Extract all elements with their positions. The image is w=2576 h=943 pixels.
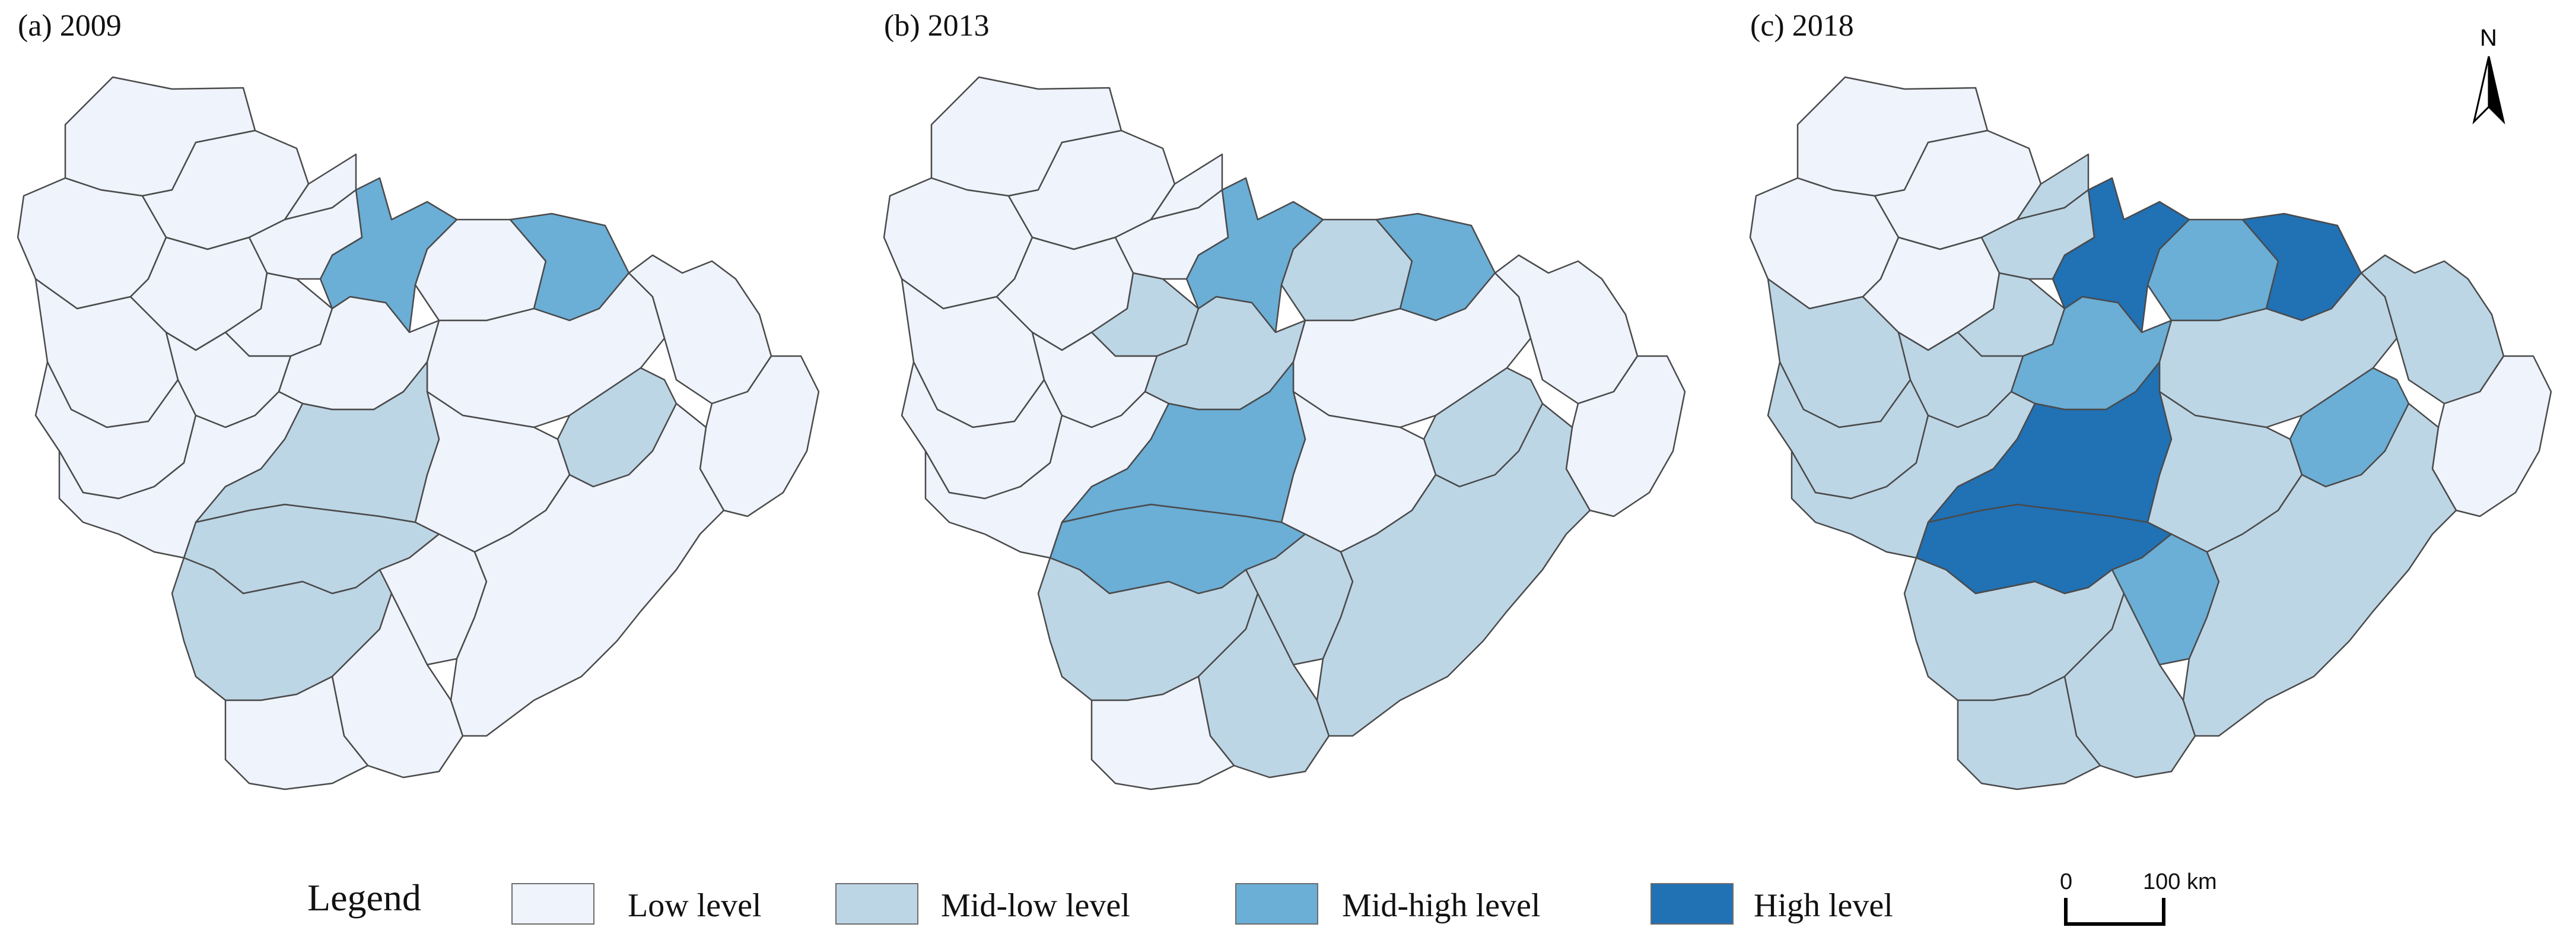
scale-label-distance: 100 km — [2143, 869, 2217, 894]
map-panel-2018: (c) 2018 — [1732, 0, 2576, 831]
map-panel-2013: (b) 2013 — [866, 0, 1725, 831]
scale-bar-line — [2064, 898, 2165, 926]
legend-swatch-midlow — [835, 883, 918, 925]
region-2013-26 — [1316, 402, 1591, 737]
region-2018-10 — [1980, 189, 2095, 280]
region-2009-10 — [248, 189, 363, 280]
region-2018-26 — [2182, 402, 2457, 737]
region-2009-27 — [224, 675, 369, 790]
panel-title-2009: (a) 2009 — [18, 9, 122, 43]
legend-swatch-low — [511, 883, 594, 925]
map-svg-2009 — [17, 76, 820, 790]
region-2018-27 — [1957, 675, 2101, 790]
legend-label-midhigh: Mid-high level — [1342, 887, 1541, 924]
legend: Legend Low level Mid-low level Mid-high … — [0, 855, 2576, 938]
region-2009-26 — [450, 402, 725, 737]
region-2013-22 — [1061, 361, 1306, 523]
panel-title-2013: (b) 2013 — [884, 9, 990, 43]
legend-title: Legend — [307, 877, 421, 919]
legend-label-high: High level — [1754, 887, 1893, 924]
scale-label-zero: 0 — [2060, 869, 2073, 894]
region-2013-10 — [1114, 189, 1229, 280]
north-arrow-icon — [2472, 56, 2505, 125]
map-panel-2009: (a) 2009 — [0, 0, 859, 831]
legend-swatch-midhigh — [1235, 883, 1318, 925]
region-2013-27 — [1090, 675, 1235, 790]
map-svg-2013 — [883, 76, 1686, 790]
scale-bar: 0 100 km — [2060, 869, 2238, 935]
north-letter: N — [2480, 25, 2497, 51]
map-svg-2018 — [1749, 76, 2552, 790]
legend-label-midlow: Mid-low level — [941, 887, 1130, 924]
legend-swatch-high — [1650, 883, 1734, 925]
region-2009-22 — [195, 361, 440, 523]
region-2018-22 — [1927, 361, 2173, 523]
legend-label-low: Low level — [628, 887, 762, 924]
panel-title-2018: (c) 2018 — [1750, 9, 1854, 43]
